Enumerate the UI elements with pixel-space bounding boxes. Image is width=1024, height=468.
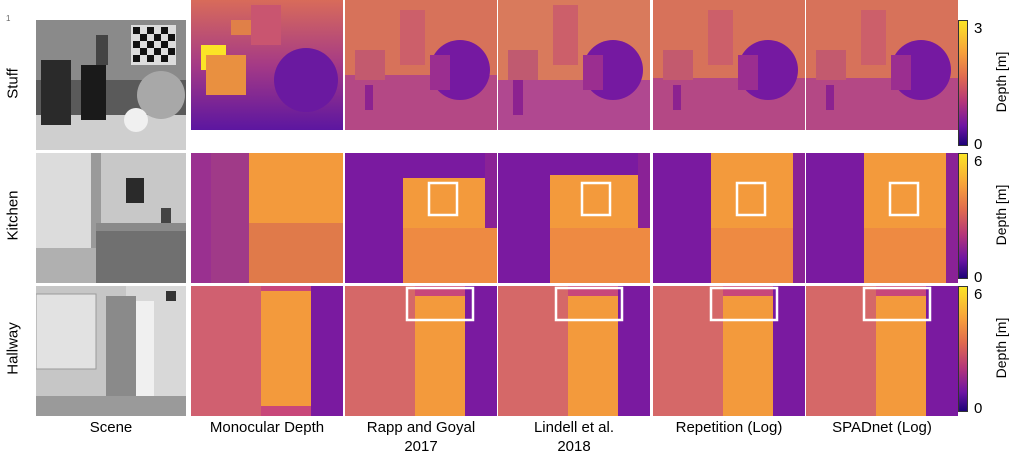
image-hallway-scene bbox=[36, 286, 186, 416]
colorbar-hallway-min: 0 bbox=[974, 400, 983, 417]
column-label-scene: Scene bbox=[89, 419, 133, 436]
colorbar-stuff-min: 0 bbox=[974, 136, 983, 153]
image-stuff-lindell bbox=[498, 0, 650, 130]
image-kitchen-repetition bbox=[653, 153, 805, 283]
row-label-kitchen: Kitchen bbox=[4, 190, 22, 241]
image-stuff-rapp-goyal bbox=[345, 0, 497, 130]
colorbar-hallway-label: Depth [m] bbox=[993, 317, 1009, 379]
image-hallway-repetition bbox=[653, 286, 805, 416]
image-stuff-monocular-depth bbox=[191, 0, 343, 130]
column-label-lindell: Lindell et al. 2018 bbox=[533, 419, 615, 455]
image-hallway-lindell bbox=[498, 286, 650, 416]
image-stuff-repetition bbox=[653, 0, 805, 130]
colorbar-hallway bbox=[958, 286, 968, 412]
column-label-rapp-goyal: Rapp and Goyal 2017 bbox=[366, 419, 476, 455]
row-label-stuff: Stuff bbox=[4, 68, 22, 99]
image-kitchen-spadnet bbox=[806, 153, 958, 283]
colorbar-kitchen-min: 0 bbox=[974, 269, 983, 286]
image-kitchen-lindell bbox=[498, 153, 650, 283]
colorbar-stuff-max: 3 bbox=[974, 20, 983, 37]
image-hallway-rapp-goyal bbox=[345, 286, 497, 416]
image-kitchen-scene bbox=[36, 153, 186, 283]
colorbar-kitchen-max: 6 bbox=[974, 153, 983, 170]
colorbar-kitchen-label: Depth [m] bbox=[993, 184, 1009, 246]
colorbar-hallway-max: 6 bbox=[974, 286, 983, 303]
row-label-hallway: Hallway bbox=[4, 322, 22, 375]
column-label-monocular-depth: Monocular Depth bbox=[209, 419, 325, 436]
colorbar-stuff-label: Depth [m] bbox=[993, 51, 1009, 113]
column-label-repetition: Repetition (Log) bbox=[675, 419, 783, 436]
colorbar-stuff bbox=[958, 20, 968, 146]
image-stuff-scene bbox=[36, 20, 186, 150]
image-kitchen-rapp-goyal bbox=[345, 153, 497, 283]
image-hallway-spadnet bbox=[806, 286, 958, 416]
colorbar-kitchen bbox=[958, 153, 968, 279]
image-kitchen-monocular-depth bbox=[191, 153, 343, 283]
image-hallway-monocular-depth bbox=[191, 286, 343, 416]
image-stuff-spadnet bbox=[806, 0, 958, 130]
page-number: 1 bbox=[6, 14, 11, 23]
column-label-spadnet: SPADnet (Log) bbox=[832, 419, 932, 436]
